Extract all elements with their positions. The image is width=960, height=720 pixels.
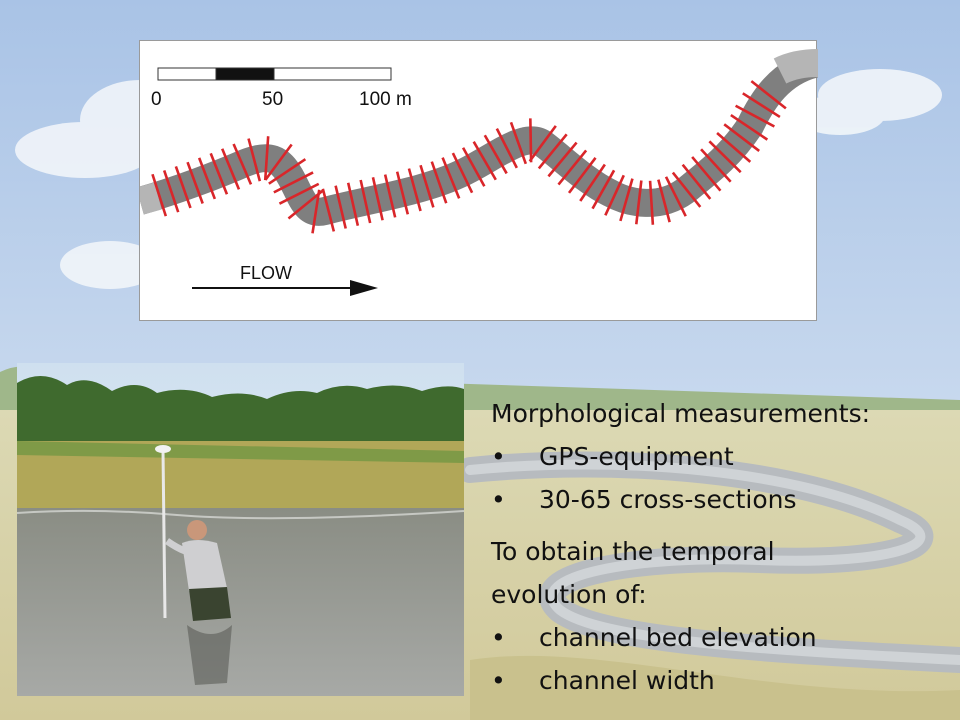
- cross-section-line: [681, 163, 712, 200]
- cross-section-line: [567, 157, 597, 194]
- cross-section-line: [509, 121, 528, 165]
- cross-section-line: [742, 92, 781, 119]
- bullet-icon: •: [491, 485, 506, 514]
- cross-section-line: [407, 168, 422, 212]
- bullet-item: • channel width: [491, 659, 951, 702]
- cross-section-line: [657, 179, 671, 223]
- field-photo: [17, 363, 464, 696]
- bullet-label: GPS-equipment: [539, 442, 734, 471]
- cross-section-line: [174, 165, 192, 209]
- cross-section-line: [151, 173, 168, 217]
- cross-section-line: [691, 156, 722, 192]
- cross-section-line: [383, 174, 397, 218]
- channel-unmeasured-upstream: [140, 182, 162, 215]
- bullet-label: channel width: [539, 666, 715, 695]
- cross-section-line: [359, 179, 372, 224]
- flow-label: FLOW: [240, 263, 292, 283]
- cross-section-line: [537, 133, 568, 170]
- bullet-item: • channel bed elevation: [491, 616, 951, 659]
- river-map-panel: 0 50 100 m FLOW: [139, 40, 818, 321]
- cross-section-line: [221, 148, 241, 190]
- cross-section-line: [495, 128, 518, 169]
- cross-section-line: [321, 188, 336, 232]
- cross-section-line: [723, 123, 760, 152]
- cross-section-line: [209, 152, 229, 195]
- cross-section-line: [619, 178, 634, 222]
- cross-section-line: [346, 182, 360, 226]
- cross-section-line: [557, 149, 588, 186]
- cross-section-line: [579, 163, 606, 202]
- cross-section-line: [591, 169, 616, 210]
- cross-section-line: [247, 138, 262, 182]
- gps-antenna-icon: [155, 445, 171, 453]
- text-block: Morphological measurements: • GPS-equipm…: [491, 392, 951, 702]
- cross-section-line: [483, 134, 508, 175]
- cross-section-line: [186, 161, 204, 204]
- scale-bar: 0 50 100 m: [151, 67, 412, 110]
- scale-label-0: 0: [151, 89, 162, 110]
- heading-objective-line2: evolution of:: [491, 580, 647, 609]
- scale-label-50: 50: [262, 89, 283, 110]
- river-channel: [140, 49, 818, 226]
- cross-section-line: [162, 169, 180, 213]
- cross-section-line: [451, 152, 474, 194]
- trees: [17, 375, 464, 458]
- cross-section-line: [472, 141, 497, 181]
- cross-section-line: [634, 180, 643, 225]
- cross-section-line: [671, 171, 702, 208]
- bullet-item: • 30-65 cross-sections: [491, 478, 951, 521]
- cross-section-line: [395, 171, 410, 215]
- bullet-label: channel bed elevation: [539, 623, 817, 652]
- cross-section-line: [430, 161, 448, 204]
- cross-section-line: [700, 148, 732, 183]
- cross-section-line: [730, 113, 769, 141]
- cross-section-line: [604, 174, 625, 216]
- cross-section-line: [273, 171, 314, 194]
- cross-section-line: [716, 132, 752, 163]
- cross-section-line: [664, 176, 687, 217]
- cross-section-line: [547, 141, 578, 178]
- cross-section-line: [441, 157, 461, 199]
- cross-section-line: [311, 189, 321, 234]
- flow-arrow: FLOW: [192, 263, 378, 296]
- cross-sections: [151, 80, 787, 234]
- bullet-icon: •: [491, 623, 506, 652]
- cross-section-line: [750, 80, 787, 110]
- river-map: 0 50 100 m FLOW: [140, 49, 818, 296]
- cross-section-line: [648, 180, 655, 225]
- cross-section-line: [734, 104, 775, 128]
- cross-section-line: [287, 189, 324, 220]
- bullet-label: 30-65 cross-sections: [539, 485, 797, 514]
- bullet-icon: •: [491, 666, 506, 695]
- cross-section-line: [334, 185, 347, 229]
- bullet-icon: •: [491, 442, 506, 471]
- cross-section-line: [268, 158, 307, 185]
- gps-pole: [161, 450, 167, 619]
- scale-label-100: 100 m: [359, 89, 412, 110]
- heading-objective-line1: To obtain the temporal: [491, 537, 775, 566]
- cross-section-line: [232, 143, 253, 185]
- cross-section-line: [264, 143, 293, 181]
- channel-unmeasured-downstream: [773, 49, 818, 84]
- cross-section-line: [371, 177, 384, 221]
- cross-section-line: [419, 164, 435, 208]
- cross-section-line: [263, 136, 270, 181]
- heading-measurements: Morphological measurements:: [491, 399, 871, 428]
- person-wading: [164, 520, 231, 621]
- cross-section-line: [278, 182, 320, 205]
- cross-section-line: [708, 140, 742, 174]
- bullet-item: • GPS-equipment: [491, 435, 951, 478]
- cross-section-line: [528, 125, 557, 163]
- cross-section-line: [197, 157, 217, 200]
- cross-section-line: [461, 147, 486, 187]
- cross-section-line: [529, 118, 533, 163]
